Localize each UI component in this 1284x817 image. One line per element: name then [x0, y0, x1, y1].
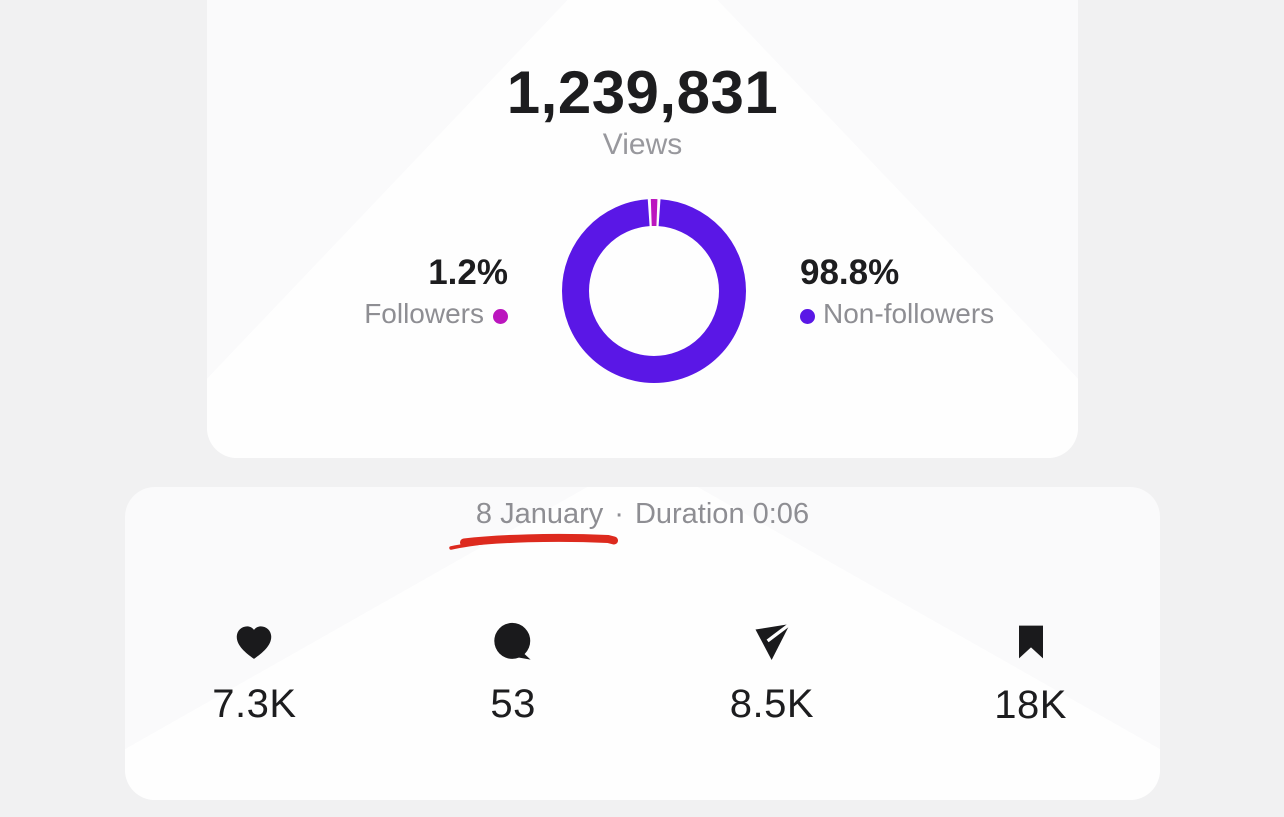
non-followers-dot-icon — [800, 309, 815, 324]
views-donut-chart — [562, 199, 746, 383]
legend-followers: 1.2% Followers — [364, 254, 508, 329]
shares-count: 8.5K — [729, 682, 815, 726]
followers-label-row: Followers — [364, 299, 508, 329]
comment-icon — [491, 618, 535, 666]
views-breakdown-card: 1,239,831 Views 1.2% Followers 98.8% Non… — [207, 0, 1078, 458]
followers-label: Followers — [364, 298, 484, 329]
non-followers-percent: 98.8% — [800, 253, 900, 292]
followers-percent: 1.2% — [428, 253, 508, 292]
post-meta: 8 January · Duration 0:06 — [125, 498, 1160, 531]
views-count-label: Views — [602, 128, 683, 161]
likes-stat: 7.3K — [125, 618, 384, 728]
likes-count: 7.3K — [212, 682, 297, 726]
share-icon — [750, 618, 794, 666]
post-date: 8 January — [475, 498, 604, 530]
donut-segment-followers — [562, 199, 746, 383]
red-underline-annotation — [449, 533, 618, 550]
donut-segment-non-followers — [562, 199, 746, 383]
heart-icon — [231, 618, 277, 666]
comments-count: 53 — [490, 682, 536, 726]
comments-stat: 53 — [384, 618, 643, 728]
shares-stat: 8.5K — [643, 618, 902, 728]
engagement-stats-row: 7.3K 53 8.5K — [125, 618, 1160, 728]
legend-non-followers: 98.8% Non-followers — [800, 254, 994, 329]
bookmark-icon — [1011, 618, 1051, 666]
followers-dot-icon — [493, 309, 508, 324]
saves-count: 18K — [994, 683, 1067, 727]
post-duration: Duration 0:06 — [634, 498, 810, 530]
non-followers-label-row: Non-followers — [800, 299, 994, 329]
non-followers-label: Non-followers — [823, 298, 995, 329]
saves-stat: 18K — [901, 618, 1160, 728]
views-count: 1,239,831 — [506, 59, 779, 126]
meta-separator: · — [614, 498, 624, 530]
post-performance-card: 8 January · Duration 0:06 7.3K — [125, 487, 1160, 800]
